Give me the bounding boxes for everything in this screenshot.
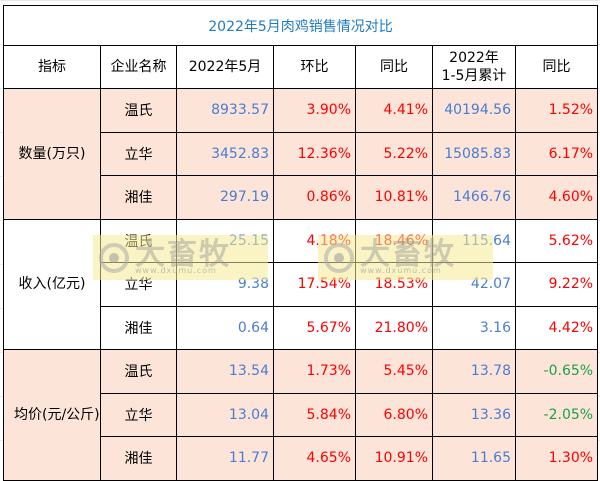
company-cell[interactable]: 立华 xyxy=(100,392,177,437)
mom-value[interactable]: 5.67% xyxy=(273,305,356,350)
company-cell[interactable]: 温氏 xyxy=(100,88,177,133)
may-value[interactable]: 3452.83 xyxy=(176,131,274,176)
ytd-yoy-value[interactable]: -0.65% xyxy=(514,349,599,394)
header-row: 指标 企业名称 2022年5月 环比 同比 2022年 1-5月累计 同比 xyxy=(3,45,599,89)
company-cell[interactable]: 湘佳 xyxy=(100,175,177,220)
header-mom[interactable]: 环比 xyxy=(273,45,356,89)
company-cell[interactable]: 立华 xyxy=(100,131,177,176)
may-value[interactable]: 25.15 xyxy=(176,218,274,263)
ytd-yoy-value[interactable]: -2.05% xyxy=(514,392,599,437)
mom-value[interactable]: 3.90% xyxy=(273,88,356,133)
header-ytd-line1: 2022年 xyxy=(449,50,499,66)
yoy-value[interactable]: 5.22% xyxy=(355,131,433,176)
ytd-yoy-value[interactable]: 4.60% xyxy=(514,175,599,220)
ytd-yoy-value[interactable]: 1.30% xyxy=(514,436,599,481)
may-value[interactable]: 9.38 xyxy=(176,262,274,307)
yoy-value[interactable]: 5.45% xyxy=(355,349,433,394)
table-row: 湘佳 11.77 4.65% 10.91% 11.65 1.30% xyxy=(4,436,599,481)
header-ytd-yoy[interactable]: 同比 xyxy=(514,45,599,89)
company-cell[interactable]: 温氏 xyxy=(100,349,177,394)
mom-value[interactable]: 4.65% xyxy=(273,436,356,481)
yoy-value[interactable]: 18.46% xyxy=(355,218,433,263)
metric-avg-price[interactable]: 均价(元/公斤) xyxy=(3,349,101,481)
table-row: 湘佳 297.19 0.86% 10.81% 1466.76 4.60% xyxy=(4,175,599,220)
table-row: 数量(万只) 温氏 8933.57 3.90% 4.41% 40194.56 1… xyxy=(3,88,599,220)
yoy-value[interactable]: 10.81% xyxy=(355,175,433,220)
header-metric[interactable]: 指标 xyxy=(3,45,101,89)
yoy-value[interactable]: 18.53% xyxy=(355,262,433,307)
ytd-yoy-value[interactable]: 9.22% xyxy=(514,262,599,307)
ytd-yoy-value[interactable]: 4.42% xyxy=(514,305,599,350)
metric-quantity[interactable]: 数量(万只) xyxy=(3,88,101,220)
ytd-value[interactable]: 15085.83 xyxy=(432,131,516,176)
header-ytd[interactable]: 2022年 1-5月累计 xyxy=(432,45,516,89)
table-row: 立华 13.04 5.84% 6.80% 13.36 -2.05% xyxy=(4,392,599,437)
ytd-value[interactable]: 3.16 xyxy=(432,305,516,350)
header-yoy[interactable]: 同比 xyxy=(355,45,433,89)
yoy-value[interactable]: 21.80% xyxy=(355,305,433,350)
header-company[interactable]: 企业名称 xyxy=(100,45,177,89)
mom-value[interactable]: 5.84% xyxy=(273,392,356,437)
company-cell[interactable]: 温氏 xyxy=(100,218,177,263)
table-title[interactable]: 2022年5月肉鸡销售情况对比 xyxy=(2,5,599,46)
ytd-value[interactable]: 13.36 xyxy=(432,392,516,437)
company-cell[interactable]: 湘佳 xyxy=(100,305,177,350)
table-row: 立华 3452.83 12.36% 5.22% 15085.83 6.17% xyxy=(4,131,599,176)
ytd-value[interactable]: 42.07 xyxy=(432,262,516,307)
mom-value[interactable]: 17.54% xyxy=(273,262,356,307)
may-value[interactable]: 11.77 xyxy=(176,436,274,481)
company-cell[interactable]: 湘佳 xyxy=(100,436,177,481)
mom-value[interactable]: 4.18% xyxy=(273,218,356,263)
metric-revenue[interactable]: 收入(亿元) xyxy=(3,218,101,350)
may-value[interactable]: 13.04 xyxy=(176,392,274,437)
mom-value[interactable]: 1.73% xyxy=(273,349,356,394)
ytd-value[interactable]: 11.65 xyxy=(432,436,516,481)
may-value[interactable]: 13.54 xyxy=(176,349,274,394)
ytd-yoy-value[interactable]: 1.52% xyxy=(514,88,599,133)
ytd-value[interactable]: 1466.76 xyxy=(432,175,516,220)
yoy-value[interactable]: 6.80% xyxy=(355,392,433,437)
ytd-yoy-value[interactable]: 5.62% xyxy=(514,218,599,263)
may-value[interactable]: 297.19 xyxy=(176,175,274,220)
mom-value[interactable]: 12.36% xyxy=(273,131,356,176)
yoy-value[interactable]: 10.91% xyxy=(355,436,433,481)
ytd-value[interactable]: 115.64 xyxy=(432,218,516,263)
mom-value[interactable]: 0.86% xyxy=(273,175,356,220)
ytd-yoy-value[interactable]: 6.17% xyxy=(514,131,599,176)
table-row: 均价(元/公斤) 温氏 13.54 1.73% 5.45% 13.78 -0.6… xyxy=(3,349,599,481)
ytd-value[interactable]: 13.78 xyxy=(432,349,516,394)
company-cell[interactable]: 立华 xyxy=(100,262,177,307)
header-may-2022[interactable]: 2022年5月 xyxy=(176,45,274,89)
ytd-value[interactable]: 40194.56 xyxy=(432,88,516,133)
comparison-table: 2022年5月肉鸡销售情况对比 指标 企业名称 2022年5月 环比 同比 20… xyxy=(2,5,599,481)
may-value[interactable]: 8933.57 xyxy=(176,88,274,133)
yoy-value[interactable]: 4.41% xyxy=(355,88,433,133)
table-row: 收入(亿元) 温氏 25.15 4.18% 18.46% 115.64 5.62… xyxy=(3,218,599,350)
may-value[interactable]: 0.64 xyxy=(176,305,274,350)
header-ytd-line2: 1-5月累计 xyxy=(441,68,507,84)
